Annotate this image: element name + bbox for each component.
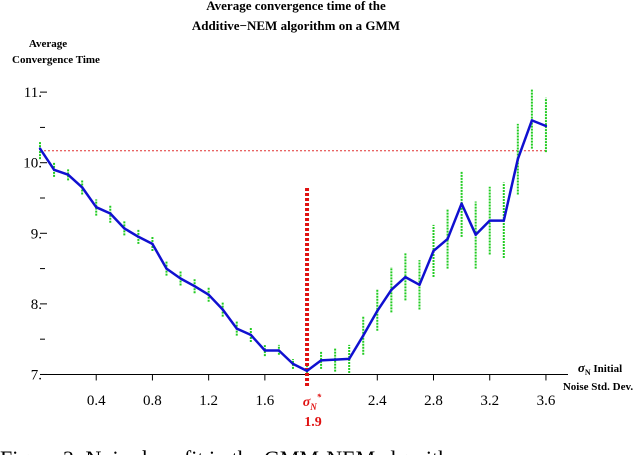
chart-subtitle: Additive−NEM algorithm on a GMM (192, 18, 400, 33)
data-point (460, 202, 463, 205)
data-point (207, 293, 210, 296)
y-tick-label: 10. (23, 156, 42, 172)
data-point (333, 358, 337, 361)
data-point (390, 288, 393, 291)
data-point (137, 235, 140, 239)
data-point (544, 124, 548, 128)
axes (40, 91, 568, 381)
data-point (488, 219, 491, 222)
chart-title: Average convergence time of the (206, 0, 386, 13)
data-point (404, 275, 407, 279)
data-point (502, 219, 505, 222)
data-point (123, 227, 126, 230)
data-point (38, 147, 42, 150)
data-point (193, 285, 196, 288)
y-tick-label: 11. (24, 85, 42, 101)
data-point (432, 249, 435, 253)
y-tick-label: 8. (31, 297, 42, 313)
x-axis-title-line1: σN Initial (578, 360, 622, 377)
x-tick-label: 3.2 (480, 393, 499, 409)
data-point (376, 309, 379, 313)
figure-caption: Figure 2: Noise benefit in the GMM-NEM a… (0, 446, 466, 455)
data-point (165, 267, 168, 270)
data-point (263, 349, 267, 352)
x-axis-title-line2: Noise Std. Dev. (563, 381, 634, 393)
data-point (80, 186, 84, 189)
x-tick-label: 0.4 (87, 393, 106, 409)
x-tick-labels: 0.4 0.8 1.2 1.6 2.4 2.8 3.2 3.6 (87, 393, 556, 409)
x-tick-label: 2.8 (424, 393, 443, 409)
y-tick-label: 7. (31, 367, 42, 383)
data-point (179, 277, 182, 280)
x-tick-label: 1.6 (255, 393, 274, 409)
data-point (418, 283, 421, 287)
data-point (291, 362, 295, 366)
y-tick-labels: 7. 8. 9. 10. 11. (23, 85, 42, 383)
data-point (235, 327, 238, 330)
data-point (530, 119, 534, 122)
x-tick-label: 0.8 (143, 393, 162, 409)
x-tick-label: 2.4 (368, 393, 387, 409)
optimal-noise-value: 1.9 (304, 415, 322, 430)
y-axis-title-line1: Average (29, 38, 67, 50)
data-point (474, 233, 477, 236)
data-point (305, 369, 309, 373)
y-tick-label: 9. (31, 226, 42, 242)
data-point (277, 349, 281, 352)
x-tick-label: 3.6 (537, 393, 556, 409)
data-point (516, 157, 520, 161)
data-point (347, 357, 351, 361)
data-point (446, 237, 449, 241)
data-point (319, 359, 323, 362)
convergence-time-line (38, 119, 547, 373)
data-point (95, 205, 98, 209)
error-bars (39, 88, 547, 376)
optimal-noise-symbol: σN* (303, 392, 322, 412)
data-point (109, 212, 112, 215)
data-point (362, 334, 365, 337)
data-point (52, 168, 56, 171)
data-point (249, 333, 253, 337)
x-tick-label: 1.2 (199, 393, 218, 409)
data-point (151, 242, 154, 246)
y-axis-title-line2: Convergence Time (12, 54, 100, 66)
data-point (221, 308, 224, 311)
data-point (66, 173, 70, 176)
data-points (38, 119, 548, 373)
